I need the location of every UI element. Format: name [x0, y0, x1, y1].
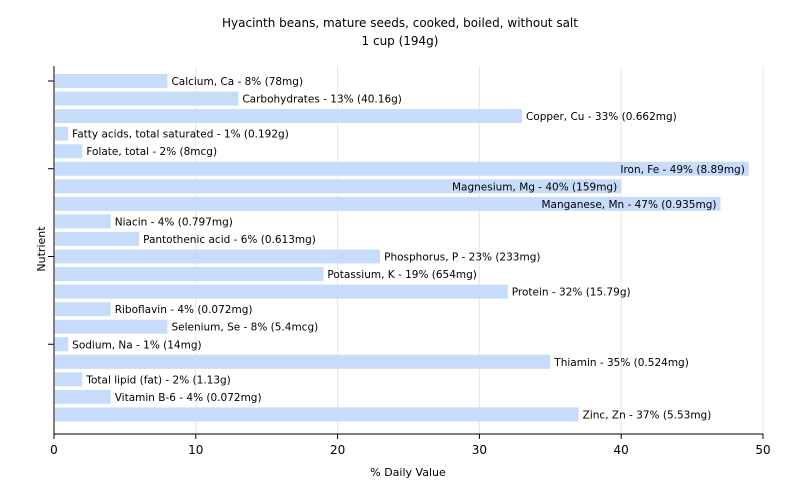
bar-label: Vitamin B-6 - 4% (0.072mg) — [115, 392, 262, 404]
x-tick-label: 40 — [614, 443, 629, 457]
bar-label: Riboflavin - 4% (0.072mg) — [115, 304, 253, 316]
bar-label: Total lipid (fat) - 2% (1.13g) — [85, 374, 230, 386]
bar-label: Calcium, Ca - 8% (78mg) — [171, 76, 303, 88]
bar-label: Protein - 32% (15.79g) — [512, 287, 631, 299]
bar — [55, 284, 508, 299]
bar — [55, 267, 324, 282]
bar-label: Potassium, K - 19% (654mg) — [327, 269, 477, 281]
bar — [55, 302, 111, 317]
bar-label: Niacin - 4% (0.797mg) — [115, 216, 233, 228]
bar-label: Zinc, Zn - 37% (5.53mg) — [583, 409, 712, 421]
chart-title: Hyacinth beans, mature seeds, cooked, bo… — [222, 16, 578, 30]
y-axis-title: Nutrient — [35, 226, 48, 272]
bar — [55, 389, 111, 404]
chart-subtitle: 1 cup (194g) — [362, 34, 439, 48]
bar — [55, 249, 381, 264]
y-axis-ticks — [48, 80, 54, 345]
bar — [55, 354, 551, 369]
bar — [55, 144, 83, 159]
x-tick-label: 20 — [330, 443, 345, 457]
bar-label: Manganese, Mn - 47% (0.935mg) — [541, 199, 716, 211]
bar — [55, 214, 111, 229]
x-tick-label: 0 — [50, 443, 58, 457]
bar — [55, 179, 622, 194]
x-tick-label: 10 — [188, 443, 203, 457]
x-axis-title: % Daily Value — [370, 466, 446, 479]
bar — [55, 319, 168, 334]
bar-labels: Calcium, Ca - 8% (78mg) Carbohydrates - 1… — [72, 76, 745, 421]
bar-label: Copper, Cu - 33% (0.662mg) — [526, 111, 677, 123]
bar — [55, 91, 239, 106]
bar-label: Sodium, Na - 1% (14mg) — [72, 339, 201, 351]
bar — [55, 372, 83, 387]
x-tick-label: 30 — [472, 443, 487, 457]
bar — [55, 74, 168, 88]
bar-label: Selenium, Se - 8% (5.4mcg) — [171, 322, 318, 334]
bar — [55, 126, 69, 141]
bar — [55, 407, 579, 422]
bar — [55, 231, 140, 246]
bar-label: Folate, total - 2% (8mcg) — [86, 146, 217, 158]
bar — [55, 196, 721, 211]
bar-label: Iron, Fe - 49% (8.89mg) — [620, 164, 744, 176]
bar-label: Fatty acids, total saturated - 1% (0.192… — [72, 129, 289, 141]
x-axis-ticks: 0 10 20 30 40 50 — [50, 434, 771, 457]
bar-label: Phosphorus, P - 23% (233mg) — [384, 252, 540, 264]
x-tick-label: 50 — [755, 443, 770, 457]
bar-label: Thiamin - 35% (0.524mg) — [553, 357, 689, 369]
bar-label: Magnesium, Mg - 40% (159mg) — [452, 181, 617, 193]
bar — [55, 109, 522, 124]
gridlines — [195, 66, 764, 434]
bar — [55, 337, 69, 352]
bars — [55, 74, 749, 422]
bar-label: Pantothenic acid - 6% (0.613mg) — [143, 234, 316, 246]
bar-label: Carbohydrates - 13% (40.16g) — [242, 94, 402, 106]
bar — [55, 161, 749, 176]
